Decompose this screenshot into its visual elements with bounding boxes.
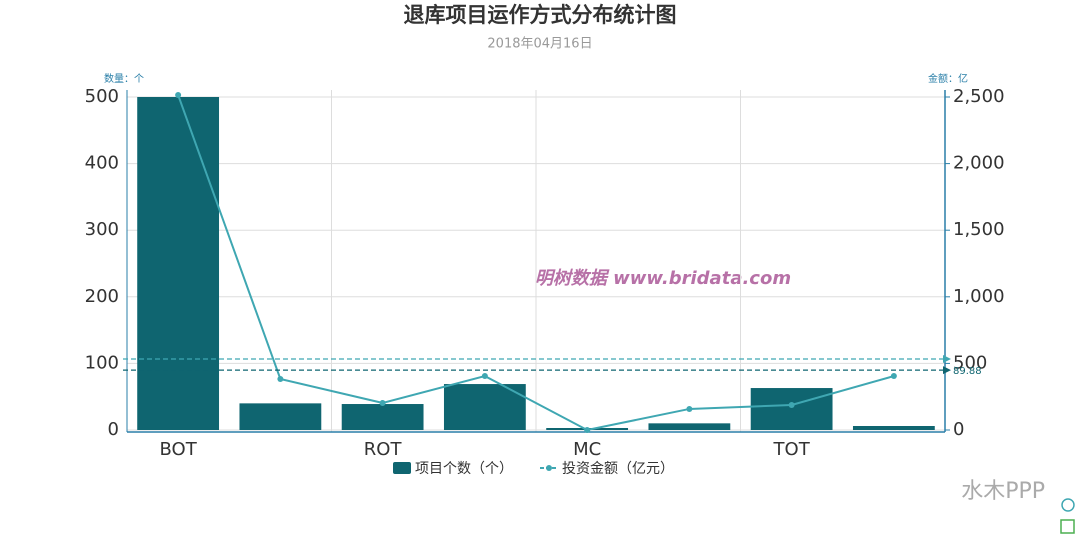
line-point bbox=[379, 399, 386, 406]
bar bbox=[750, 388, 833, 430]
average-arrow bbox=[943, 366, 951, 375]
line-point bbox=[481, 373, 488, 380]
legend-label: 投资金额（亿元） bbox=[562, 461, 674, 477]
line-point bbox=[277, 375, 284, 382]
y2-tick-label: 500 bbox=[953, 352, 987, 373]
chart-subtitle: 2018年04月16日 bbox=[487, 37, 592, 52]
refresh-icon[interactable] bbox=[1061, 498, 1075, 512]
line-point bbox=[175, 92, 182, 99]
y2-tick-label: 1,500 bbox=[953, 219, 1005, 240]
y-tick-label: 200 bbox=[85, 286, 119, 307]
watermark: 明树数据 www.bridata.com bbox=[535, 268, 791, 289]
line-point bbox=[890, 373, 897, 380]
bar bbox=[137, 97, 220, 430]
y2-tick-label: 0 bbox=[953, 419, 964, 440]
legend-swatch bbox=[393, 462, 411, 474]
x-tick-label: TOT bbox=[773, 439, 811, 460]
chart-title: 退库项目运作方式分布统计图 bbox=[404, 3, 677, 27]
y2-tick-label: 2,500 bbox=[953, 86, 1005, 107]
y2-tick-label: 2,000 bbox=[953, 153, 1005, 174]
bar bbox=[648, 423, 731, 430]
save-icon[interactable] bbox=[1060, 519, 1075, 534]
bar bbox=[852, 426, 935, 430]
x-tick-label: MC bbox=[573, 439, 601, 460]
y-tick-label: 400 bbox=[85, 153, 119, 174]
y-tick-label: 300 bbox=[85, 219, 119, 240]
y-tick-label: 100 bbox=[85, 352, 119, 373]
y-axis-name: 数量：个 bbox=[104, 72, 144, 85]
y-tick-label: 0 bbox=[108, 419, 119, 440]
x-tick-label: ROT bbox=[364, 439, 403, 460]
legend-swatch-dot bbox=[546, 465, 552, 471]
x-tick-label: BOT bbox=[160, 439, 198, 460]
line-point bbox=[686, 405, 693, 412]
average-label: 89.88 bbox=[953, 366, 982, 377]
average-arrow bbox=[943, 355, 951, 364]
line-point bbox=[788, 401, 795, 408]
bar bbox=[341, 404, 424, 430]
line-point bbox=[584, 427, 591, 433]
line bbox=[177, 94, 895, 432]
y2-axis-name: 金额：亿 bbox=[928, 72, 968, 85]
legend-label: 项目个数（个） bbox=[415, 461, 513, 477]
credit: 水木PPP bbox=[961, 479, 1045, 504]
bar bbox=[239, 403, 322, 430]
y-tick-label: 500 bbox=[85, 86, 119, 107]
bar bbox=[443, 384, 526, 430]
y2-tick-label: 1,000 bbox=[953, 286, 1005, 307]
